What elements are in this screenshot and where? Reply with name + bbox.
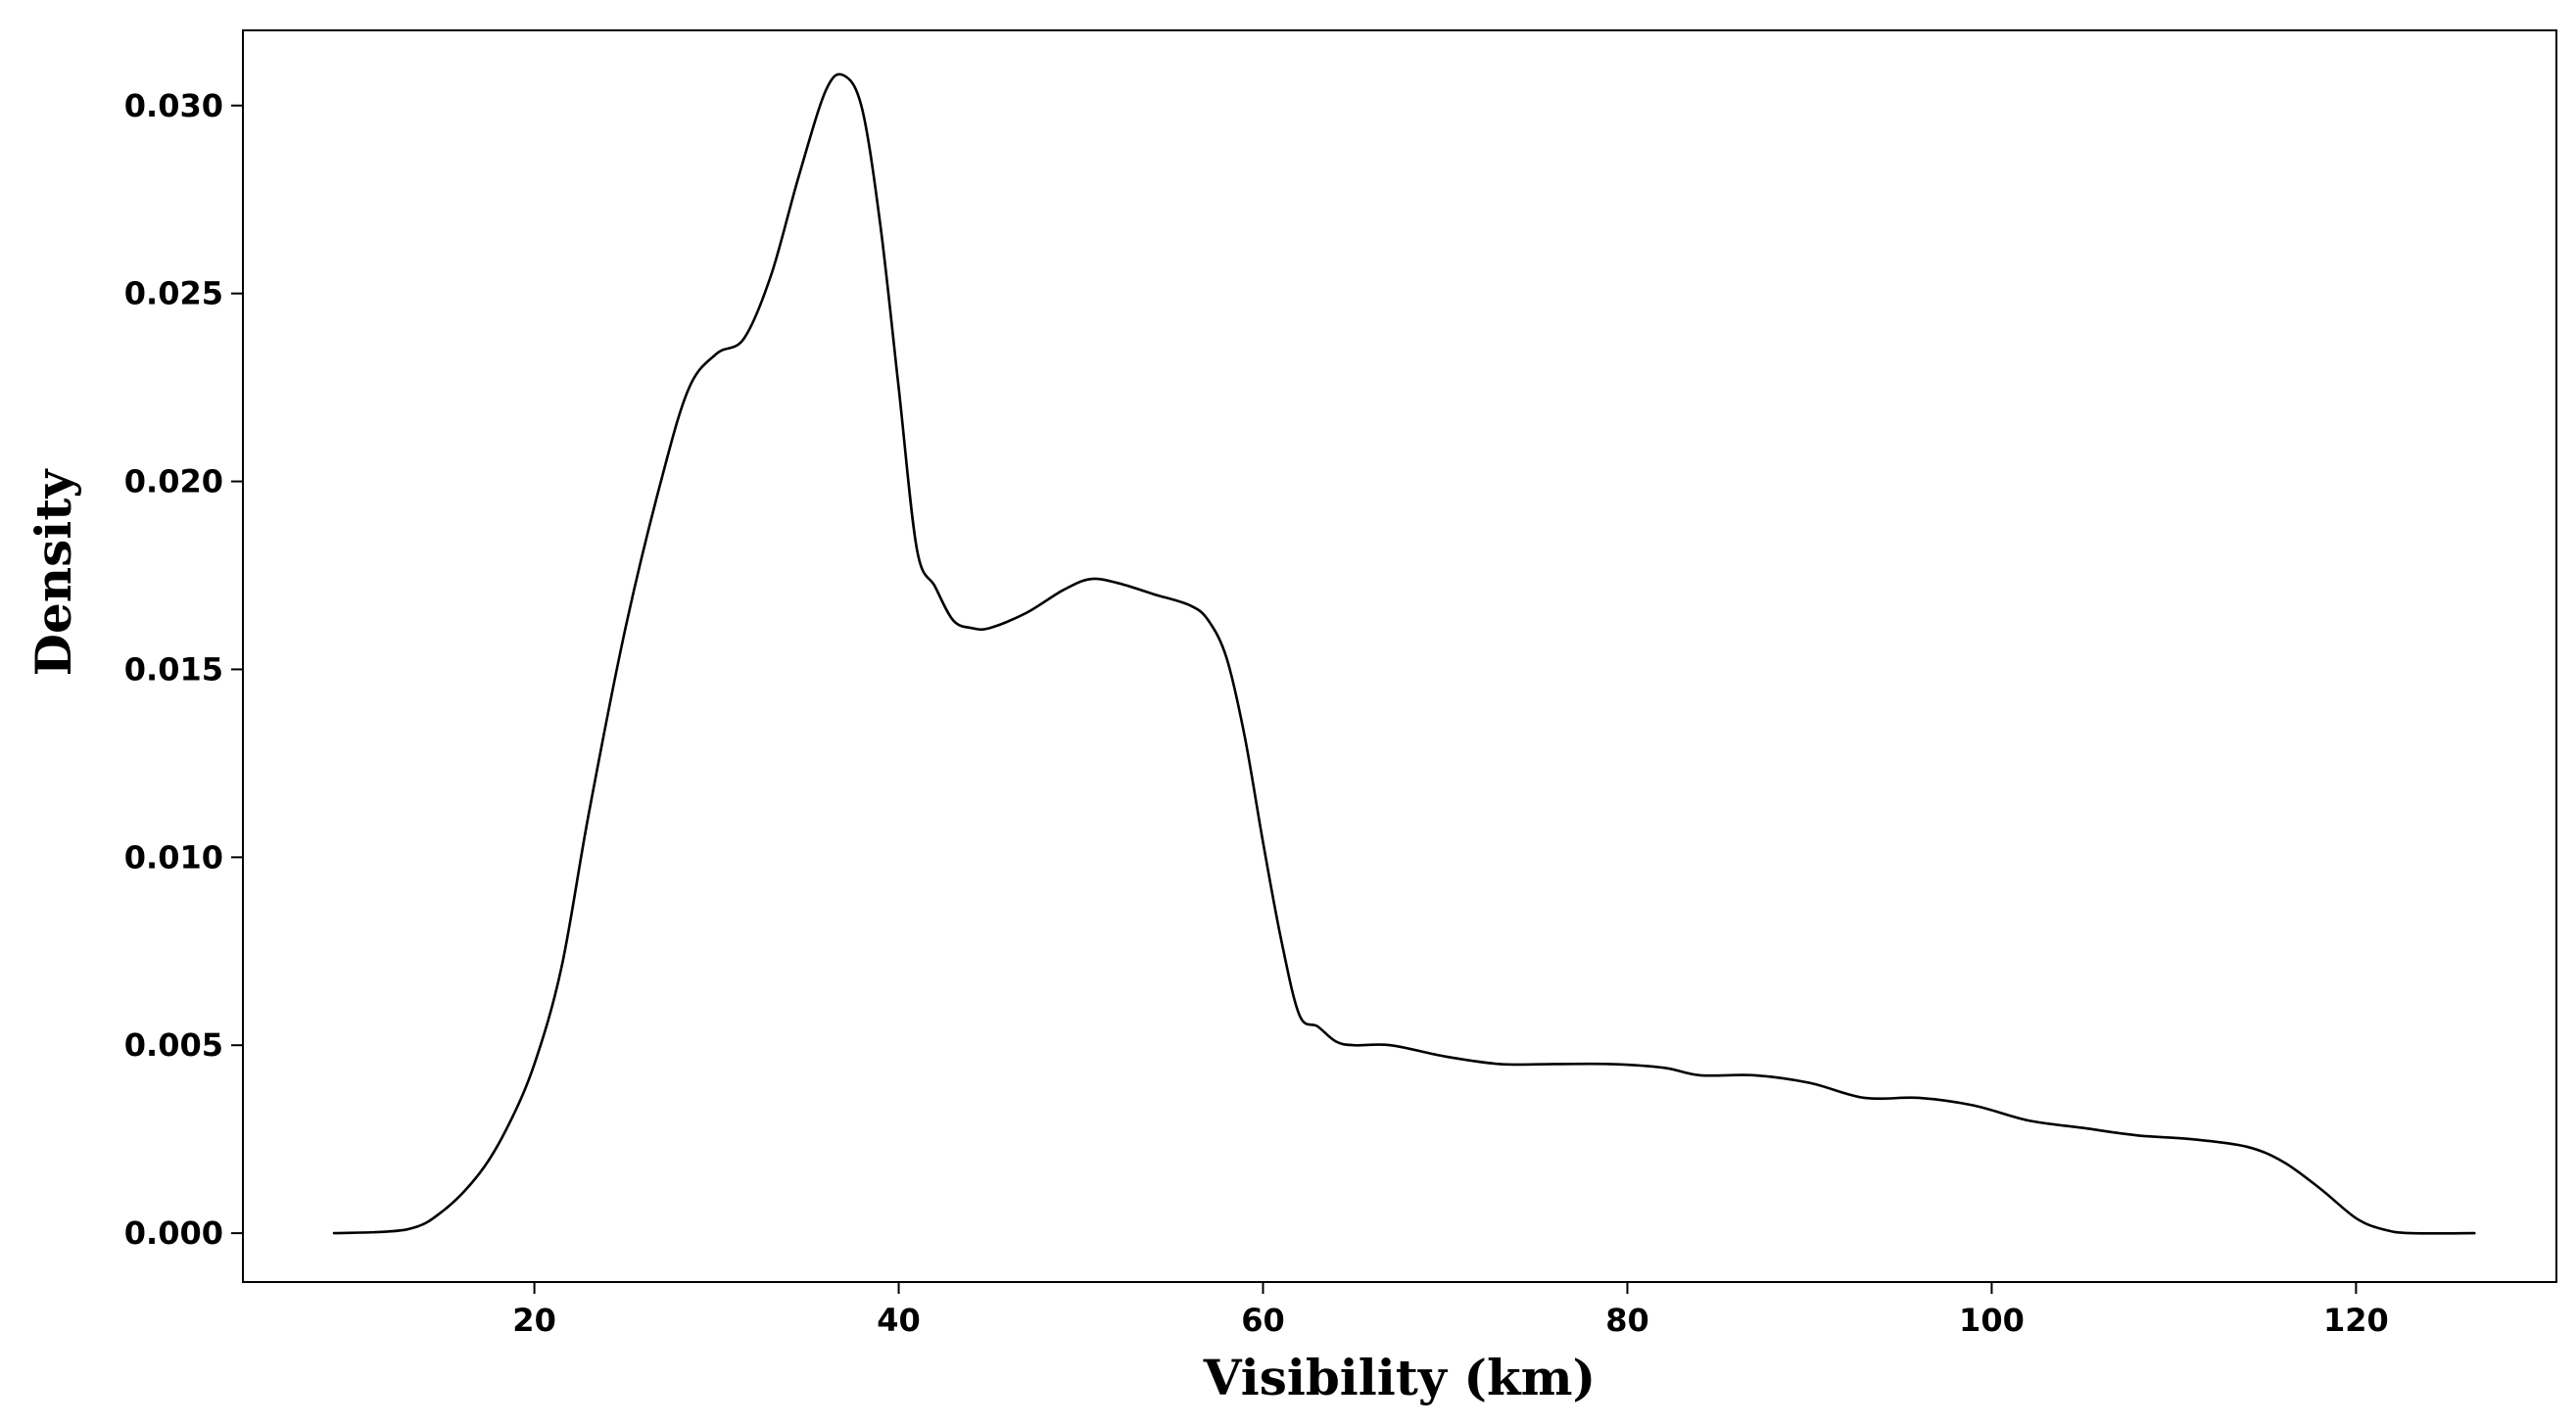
x-tick-label: 80 bbox=[1605, 1302, 1649, 1339]
x-axis: 20 40 60 80 100 120 bbox=[512, 1282, 2389, 1339]
y-tick-label: 0.015 bbox=[124, 650, 223, 688]
series-layer bbox=[332, 72, 2476, 1235]
x-axis-title: Visibility (km) bbox=[1203, 1349, 1596, 1406]
density-line bbox=[332, 72, 2476, 1235]
y-axis-title: Density bbox=[24, 468, 82, 677]
x-tick-label: 100 bbox=[1959, 1302, 2025, 1339]
x-tick-label: 60 bbox=[1241, 1302, 1285, 1339]
x-tick-label: 20 bbox=[512, 1302, 556, 1339]
x-tick-label: 40 bbox=[877, 1302, 921, 1339]
y-tick-label: 0.010 bbox=[124, 838, 223, 876]
y-tick-label: 0.000 bbox=[124, 1214, 223, 1252]
x-tick-label: 120 bbox=[2323, 1302, 2389, 1339]
plot-frame bbox=[242, 29, 2557, 1283]
y-tick-label: 0.025 bbox=[124, 275, 223, 312]
y-tick-label: 0.005 bbox=[124, 1026, 223, 1064]
y-axis: 0.000 0.005 0.010 0.015 0.020 0.025 0.030 bbox=[124, 87, 243, 1252]
y-tick-label: 0.030 bbox=[124, 87, 223, 124]
y-tick-label: 0.020 bbox=[124, 463, 223, 500]
